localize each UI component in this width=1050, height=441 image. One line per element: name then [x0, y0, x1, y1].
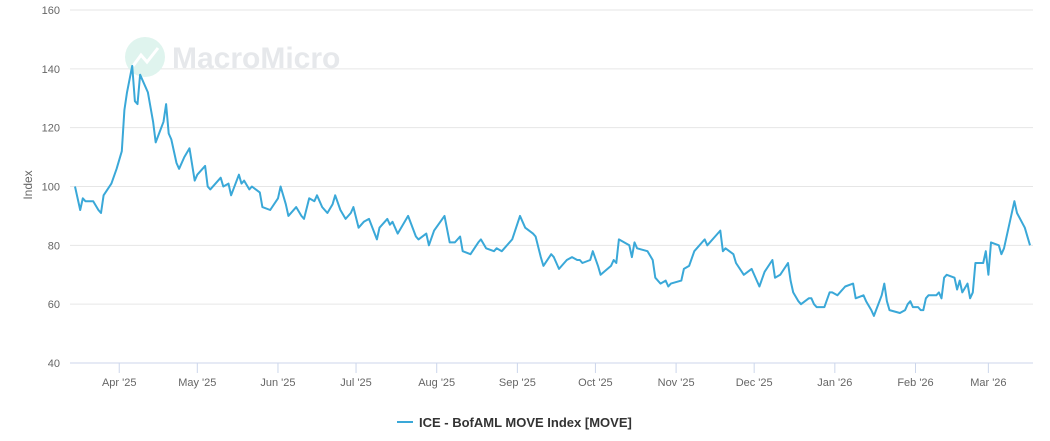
- y-tick-label: 100: [42, 182, 60, 194]
- x-tick-label: May '25: [178, 377, 216, 389]
- y-tick-label: 140: [42, 64, 60, 76]
- x-tick-label: Jan '26: [817, 377, 852, 389]
- x-tick-label: Mar '26: [970, 377, 1006, 389]
- x-tick-label: Jun '25: [260, 377, 295, 389]
- x-tick-label: Sep '25: [499, 377, 536, 389]
- y-tick-label: 160: [42, 5, 60, 17]
- gridlines: [70, 9, 1033, 305]
- y-tick-label: 80: [48, 240, 60, 252]
- y-tick-label: 60: [48, 299, 60, 311]
- x-tick-label: Apr '25: [102, 377, 137, 389]
- x-tick-label: Jul '25: [340, 377, 371, 389]
- x-tick-label: Feb '26: [897, 377, 933, 389]
- series-line-move-index[interactable]: [74, 64, 1031, 317]
- x-tick-label: Oct '25: [578, 377, 613, 389]
- y-axis-ticks: 40 60 80 100 120 140 160: [42, 5, 60, 370]
- y-axis-label: Index: [21, 170, 35, 199]
- x-tick-label: Dec '25: [736, 377, 773, 389]
- x-tick-label: Aug '25: [418, 377, 455, 389]
- legend-item-move-index[interactable]: ICE - BofAML MOVE Index [MOVE]: [419, 415, 632, 430]
- y-tick-label: 40: [48, 358, 60, 370]
- watermark-text: MacroMicro: [172, 42, 340, 75]
- y-tick-label: 120: [42, 123, 60, 135]
- x-tick-label: Nov '25: [658, 377, 695, 389]
- x-axis-ticks: Apr '25 May '25 Jun '25 Jul '25 Aug '25 Sep '…: [102, 363, 1007, 389]
- macromicro-watermark: MacroMicro: [125, 37, 340, 77]
- legend[interactable]: ICE - BofAML MOVE Index [MOVE]: [397, 415, 632, 430]
